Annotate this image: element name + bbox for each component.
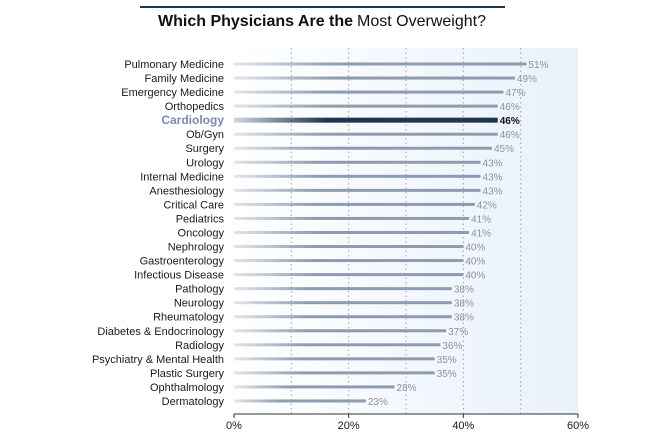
value-label-psychiatry-and-mental-health: 35% [437, 355, 457, 366]
category-label-diabetes-and-endocrinology: Diabetes & Endocrinology [97, 326, 224, 338]
category-label-pulmonary-medicine: Pulmonary Medicine [124, 59, 224, 71]
category-label-radiology: Radiology [175, 340, 224, 352]
chart-title-bold: Which Physicians Are the [158, 13, 353, 30]
bar-surgery [234, 146, 492, 150]
value-label-urology: 43% [483, 158, 503, 169]
bar-pediatrics [234, 216, 470, 220]
bar-nephrology [234, 245, 464, 249]
bar-urology [234, 160, 481, 164]
value-label-family-medicine: 49% [517, 74, 537, 85]
category-label-gastroenterology: Gastroenterology [140, 256, 225, 268]
category-label-ophthalmology: Ophthalmology [150, 382, 224, 394]
bar-rheumatology [234, 315, 452, 319]
bars [234, 62, 527, 403]
bar-anesthesiology [234, 188, 481, 192]
bar-pathology [234, 287, 452, 291]
category-label-urology: Urology [186, 157, 224, 169]
value-labels: 51% 49% 47% 46% 46% 46% 45% 43% 43% 43% 42% 41% 41% 4… [368, 60, 549, 408]
x-tick-label-0: 0% [226, 420, 242, 432]
bar-pulmonary-medicine [234, 62, 527, 66]
category-label-critical-care: Critical Care [163, 199, 224, 211]
value-label-nephrology: 40% [465, 243, 485, 254]
value-label-critical-care: 42% [477, 200, 497, 211]
chart-title-rest: Most Overweight? [357, 13, 486, 30]
bar-cardiology [234, 117, 498, 123]
value-label-plastic-surgery: 35% [437, 369, 457, 380]
bar-ob-gyn [234, 132, 498, 136]
value-label-cardiology: 46% [500, 116, 520, 127]
value-label-internal-medicine: 43% [483, 172, 503, 183]
category-label-pediatrics: Pediatrics [176, 213, 225, 225]
category-label-neurology: Neurology [174, 298, 225, 310]
category-label-anesthesiology: Anesthesiology [149, 185, 224, 197]
category-label-internal-medicine: Internal Medicine [140, 171, 224, 183]
bar-gastroenterology [234, 259, 464, 263]
category-label-dermatology: Dermatology [162, 396, 225, 408]
bar-oncology [234, 230, 470, 234]
bar-dermatology [234, 399, 366, 403]
bar-orthopedics [234, 104, 498, 108]
x-tick-label-20: 20% [338, 420, 360, 432]
category-label-psychiatry-and-mental-health: Psychiatry & Mental Health [92, 354, 224, 366]
bar-diabetes-and-endocrinology [234, 329, 447, 333]
value-label-oncology: 41% [471, 228, 491, 239]
bar-family-medicine [234, 76, 515, 80]
bar-ophthalmology [234, 385, 395, 389]
bar-psychiatry-and-mental-health [234, 357, 435, 361]
value-label-emergency-medicine: 47% [505, 88, 525, 99]
value-label-neurology: 38% [454, 299, 474, 310]
bar-infectious-disease [234, 273, 464, 277]
category-label-infectious-disease: Infectious Disease [134, 270, 224, 282]
category-label-emergency-medicine: Emergency Medicine [121, 87, 224, 99]
value-label-surgery: 45% [494, 144, 514, 155]
bar-neurology [234, 301, 452, 305]
value-label-infectious-disease: 40% [465, 271, 485, 282]
x-tick-labels: 0% 20% 40% 60% [226, 414, 589, 432]
x-tick-label-60: 60% [567, 420, 589, 432]
x-tick-label-40: 40% [452, 420, 474, 432]
category-label-oncology: Oncology [178, 227, 225, 239]
bar-radiology [234, 343, 441, 347]
value-label-dermatology: 23% [368, 397, 388, 408]
category-label-rheumatology: Rheumatology [153, 312, 224, 324]
category-label-orthopedics: Orthopedics [165, 101, 225, 113]
value-label-diabetes-and-endocrinology: 37% [448, 327, 468, 338]
bar-internal-medicine [234, 174, 481, 178]
bar-emergency-medicine [234, 90, 504, 94]
value-label-ophthalmology: 28% [397, 383, 417, 394]
category-label-pathology: Pathology [175, 284, 224, 296]
chart-title: Which Physicians Are the Most Overweight? [158, 13, 486, 30]
category-label-surgery: Surgery [185, 143, 224, 155]
value-label-pulmonary-medicine: 51% [528, 60, 548, 71]
value-label-anesthesiology: 43% [483, 186, 503, 197]
category-label-nephrology: Nephrology [168, 242, 225, 254]
category-labels: Pulmonary Medicine Family Medicine Emergen… [92, 59, 225, 408]
value-label-pathology: 38% [454, 285, 474, 296]
category-label-plastic-surgery: Plastic Surgery [150, 368, 224, 380]
value-label-radiology: 36% [442, 341, 462, 352]
value-label-orthopedics: 46% [500, 102, 520, 113]
category-label-family-medicine: Family Medicine [145, 73, 224, 85]
value-label-gastroenterology: 40% [465, 257, 485, 268]
value-label-pediatrics: 41% [471, 214, 491, 225]
category-label-ob-gyn: Ob/Gyn [186, 129, 224, 141]
value-label-rheumatology: 38% [454, 313, 474, 324]
bar-plastic-surgery [234, 371, 435, 375]
bar-critical-care [234, 202, 475, 206]
value-label-ob-gyn: 46% [500, 130, 520, 141]
category-label-cardiology: Cardiology [161, 113, 224, 127]
